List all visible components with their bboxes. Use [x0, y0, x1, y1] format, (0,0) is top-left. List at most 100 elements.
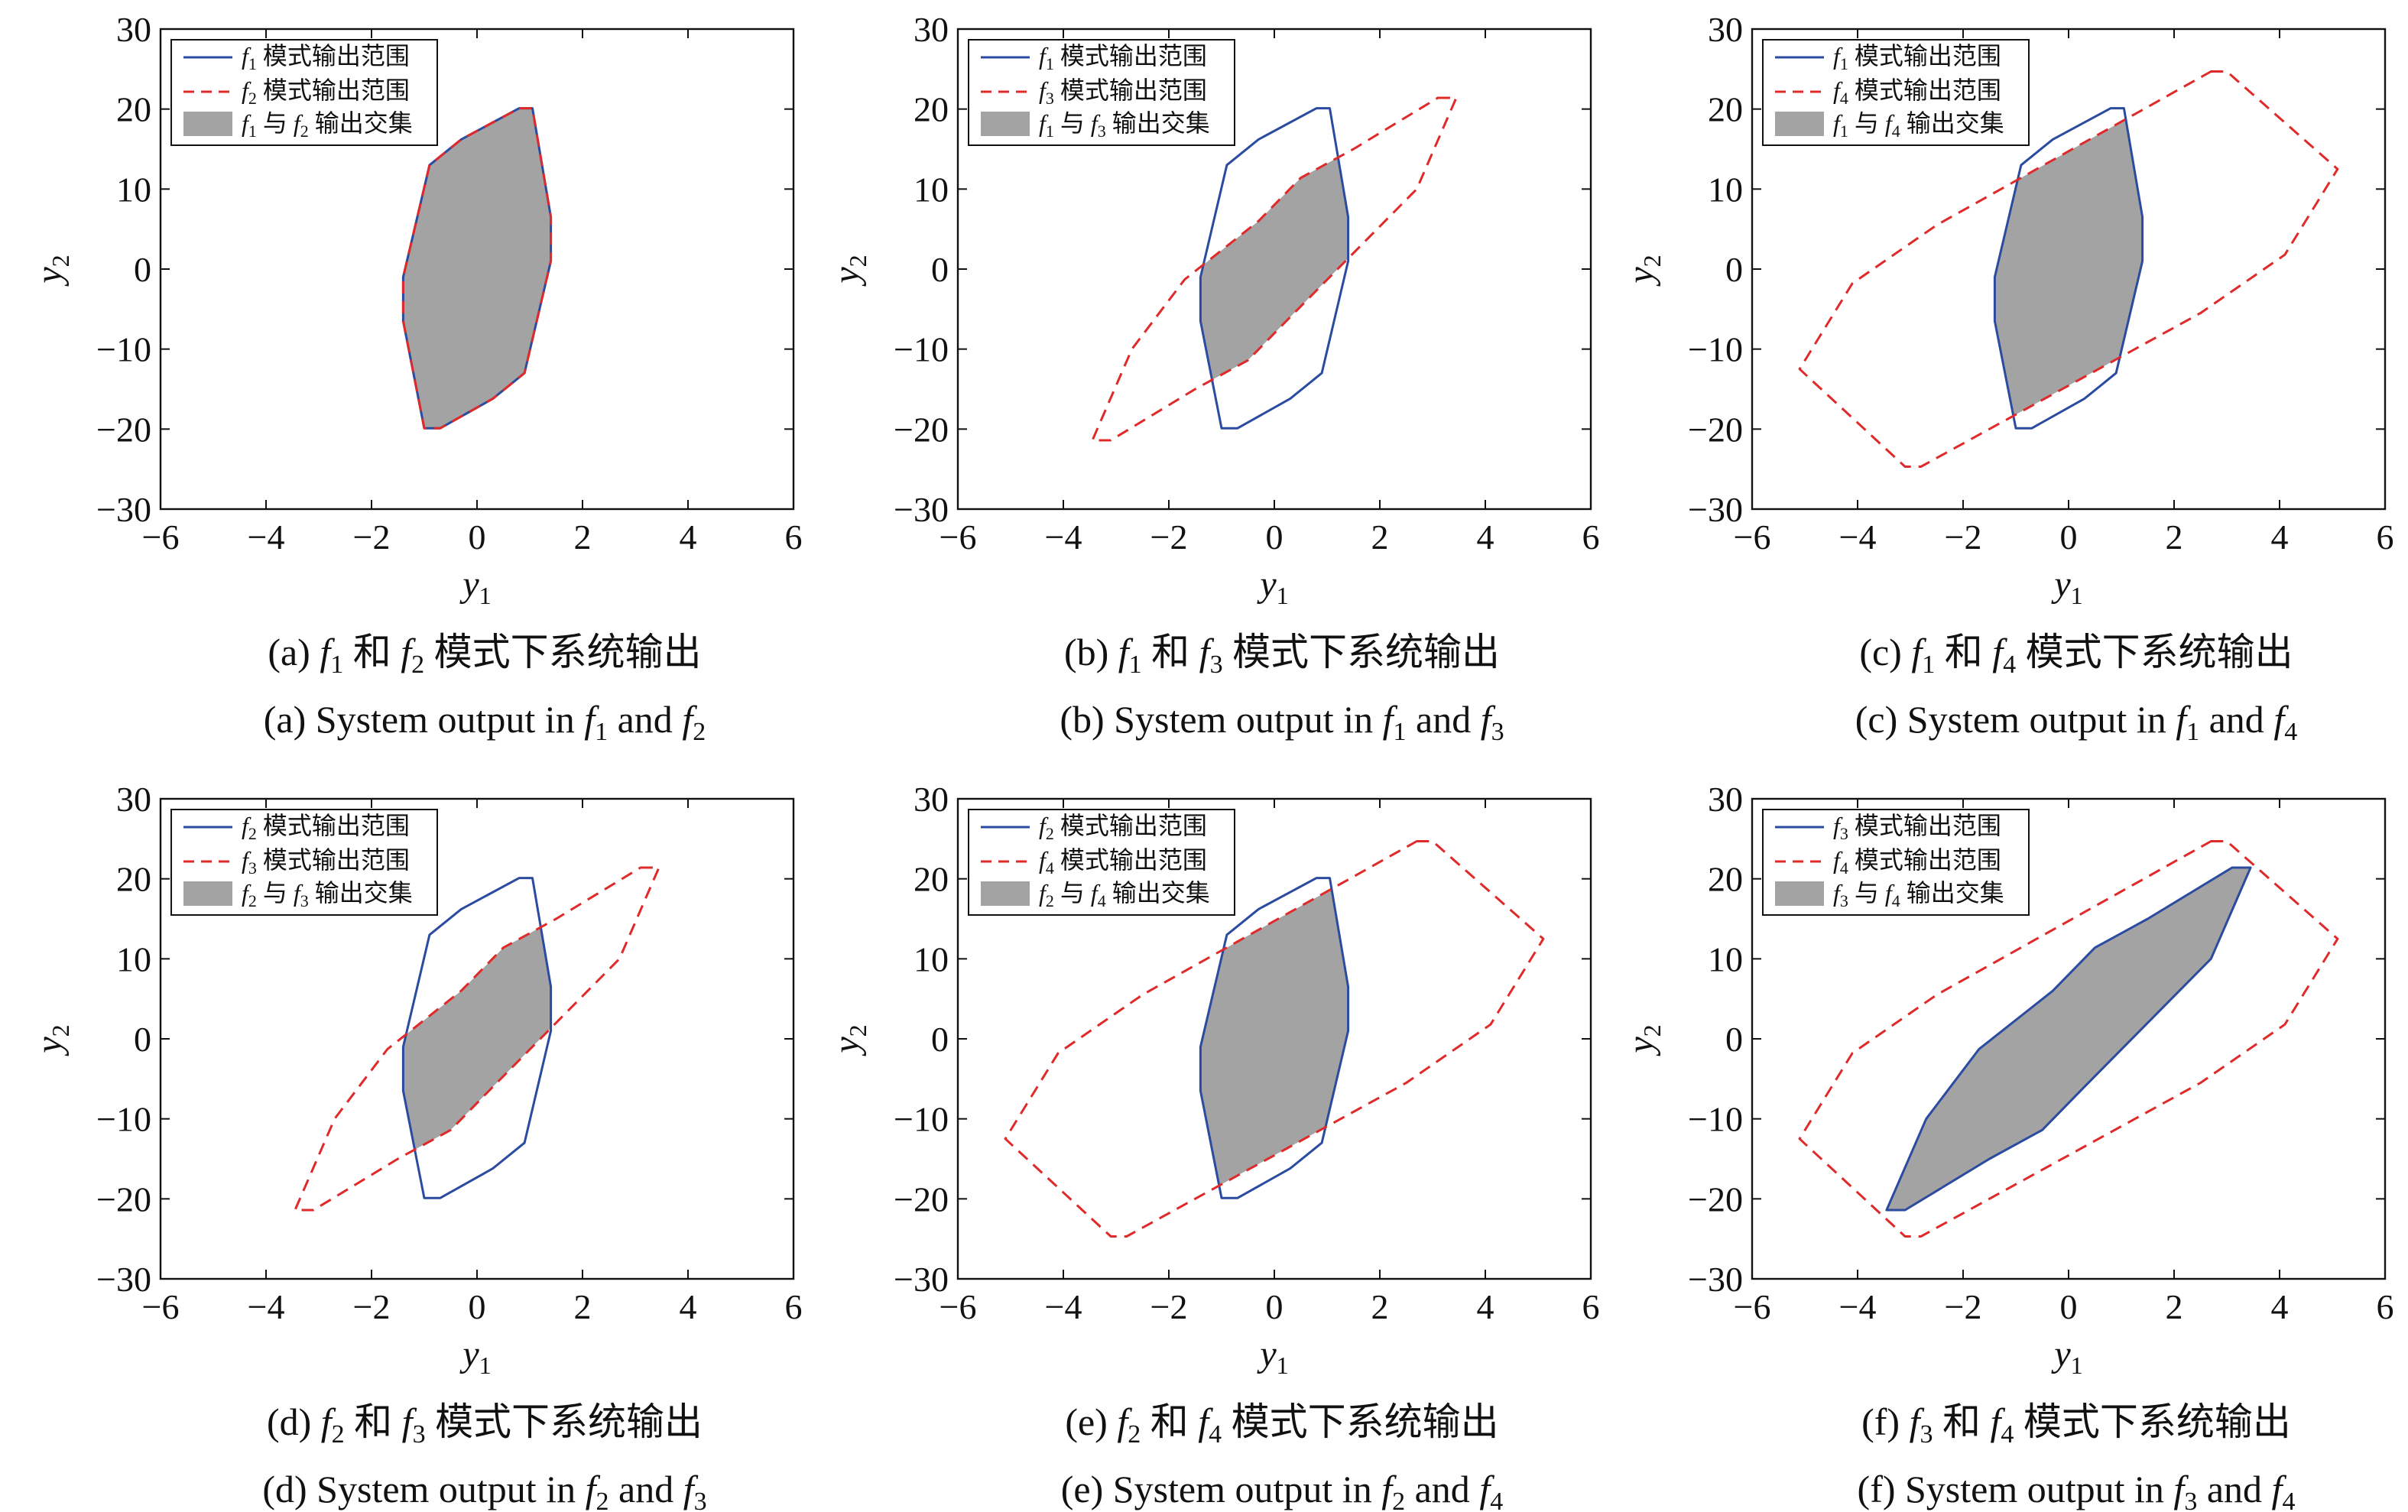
x-tick-label: −6 [1734, 1287, 1771, 1326]
x-tick-label: −4 [1045, 518, 1082, 556]
mode-boundary-solid [1199, 877, 1350, 1199]
legend-swatch-fill [1775, 881, 1824, 906]
x-tick-label: 4 [2271, 518, 2289, 556]
x-tick-label: 0 [469, 1287, 486, 1326]
y-tick-label: 0 [134, 250, 151, 289]
x-axis-label: y1 [2050, 564, 2082, 609]
mode-boundary-dashed [294, 866, 660, 1212]
caption-cn: (e) f2 和 f4 模式下系统输出 [1065, 1400, 1498, 1449]
y-tick-label: −20 [894, 1179, 949, 1218]
y-axis-label: y2 [1621, 1024, 1666, 1056]
legend-swatch-fill [981, 881, 1030, 906]
y-tick-label: 10 [1708, 170, 1743, 209]
y-tick-label: −10 [1688, 330, 1743, 369]
y-tick-label: 0 [931, 250, 949, 289]
y-tick-label: −20 [1688, 1179, 1743, 1218]
mode-boundary-dashed [1798, 840, 2339, 1238]
x-tick-label: 0 [1266, 1287, 1284, 1326]
caption-cn: (d) f2 和 f3 模式下系统输出 [267, 1400, 703, 1449]
mode-boundary-solid [1993, 107, 2144, 430]
legend-entry: f4 模式输出范围 [1833, 76, 2001, 108]
x-tick-label: 4 [2271, 1287, 2289, 1326]
x-axis-label: y1 [2050, 1334, 2082, 1379]
mode-boundary-solid [1199, 107, 1350, 430]
legend-entry: f1 模式输出范围 [1833, 42, 2001, 73]
legend-entry: f1 模式输出范围 [1039, 42, 1207, 73]
y-tick-label: −10 [1688, 1100, 1743, 1139]
y-tick-label: 0 [134, 1020, 151, 1059]
y-tick-label: −30 [1688, 490, 1743, 529]
y-tick-label: 30 [116, 10, 151, 49]
y-tick-label: 10 [914, 939, 949, 978]
y-tick-label: 20 [914, 90, 949, 129]
y-tick-label: 30 [1708, 10, 1743, 49]
x-tick-label: −6 [1734, 518, 1771, 556]
y-tick-label: 10 [116, 939, 151, 978]
y-tick-label: 20 [914, 860, 949, 899]
caption-cn: (a) f1 和 f2 模式下系统输出 [268, 631, 701, 679]
x-tick-label: −4 [1839, 1287, 1877, 1326]
x-tick-label: 6 [2377, 1287, 2394, 1326]
y-tick-label: −30 [96, 1260, 151, 1299]
y-tick-label: 0 [931, 1020, 949, 1059]
x-tick-label: 0 [1266, 518, 1284, 556]
x-tick-label: −2 [353, 518, 391, 556]
x-tick-label: −4 [248, 518, 285, 556]
x-axis-label: y1 [1256, 1334, 1288, 1379]
x-tick-label: −6 [142, 518, 180, 556]
y-tick-label: 30 [914, 780, 949, 819]
x-tick-label: 2 [2166, 1287, 2183, 1326]
y-tick-label: 30 [116, 780, 151, 819]
x-tick-label: 4 [1477, 518, 1494, 556]
y-axis-label-group: y2 [1621, 1024, 1666, 1056]
mode-boundary-dashed [1091, 96, 1458, 442]
y-axis-label-group: y2 [826, 1024, 871, 1056]
mode-boundary-dashed [401, 107, 553, 430]
y-axis-label: y2 [1621, 255, 1666, 287]
x-tick-label: 0 [469, 518, 486, 556]
y-tick-label: 0 [1725, 250, 1743, 289]
y-tick-label: −10 [96, 330, 151, 369]
y-tick-label: −30 [1688, 1260, 1743, 1299]
x-tick-label: −2 [1945, 518, 1982, 556]
y-tick-label: 30 [1708, 780, 1743, 819]
x-tick-label: 6 [1582, 1287, 1600, 1326]
intersection-region [1886, 868, 2251, 1210]
legend-swatch-fill [183, 881, 232, 906]
y-tick-label: −20 [894, 410, 949, 449]
x-tick-label: −2 [353, 1287, 391, 1326]
y-axis-label: y2 [826, 255, 871, 287]
x-tick-label: −4 [248, 1287, 285, 1326]
y-tick-label: −20 [1688, 410, 1743, 449]
x-tick-label: 2 [2166, 518, 2183, 556]
legend-entry: f1 与 f2 输出交集 [242, 109, 413, 141]
x-tick-label: 2 [574, 518, 592, 556]
legend-swatch-fill [183, 112, 232, 136]
x-tick-label: 4 [1477, 1287, 1494, 1326]
y-tick-label: 20 [1708, 90, 1743, 129]
y-axis-label-group: y2 [29, 1024, 74, 1056]
intersection-region [1994, 108, 2143, 429]
x-tick-label: 6 [1582, 518, 1600, 556]
mode-boundary-dashed [1004, 840, 1545, 1238]
legend-entry: f2 与 f4 输出交集 [1039, 879, 1210, 910]
x-tick-label: −6 [940, 518, 977, 556]
caption-en: (e) System output in f2 and f4 [1061, 1468, 1503, 1512]
y-tick-label: 20 [116, 860, 151, 899]
legend-entry: f2 模式输出范围 [242, 76, 410, 108]
y-axis-label-group: y2 [29, 255, 74, 287]
y-tick-label: 10 [914, 170, 949, 209]
x-tick-label: 6 [2377, 518, 2394, 556]
x-tick-label: −2 [1150, 1287, 1188, 1326]
y-tick-label: −30 [96, 490, 151, 529]
x-tick-label: 4 [680, 1287, 697, 1326]
x-tick-label: −6 [142, 1287, 180, 1326]
